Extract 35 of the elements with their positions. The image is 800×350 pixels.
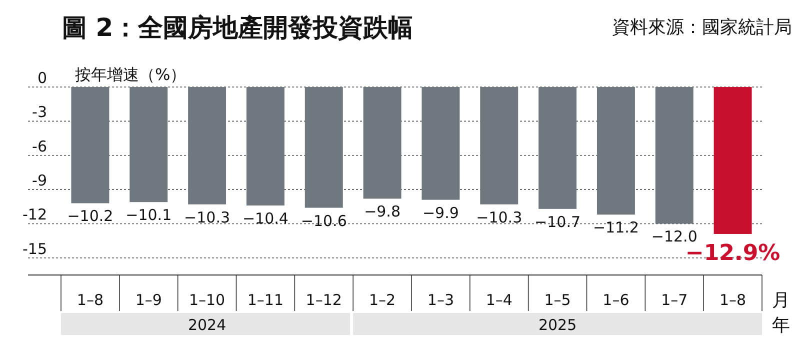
chart-title: 圖 2：全國房地產開發投資跌幅 — [62, 13, 414, 42]
x-tick-label: 1–3 — [427, 291, 454, 309]
data-label: −11.2 — [592, 218, 639, 237]
data-label: −9.9 — [422, 204, 459, 222]
y-tick-label: -9 — [32, 172, 47, 190]
data-label: −10.1 — [126, 206, 172, 224]
y-tick-label: -3 — [32, 103, 47, 122]
data-label: −10.3 — [184, 208, 230, 226]
x-tick-label: 1–8 — [76, 291, 104, 309]
x-tick-label: 1–10 — [188, 291, 226, 309]
data-label: −10.7 — [534, 212, 581, 231]
y-tick-label: -12 — [22, 206, 47, 224]
x-axis-title: 月 — [772, 290, 790, 311]
text: 年 — [772, 315, 790, 336]
data-label: −10.4 — [242, 209, 288, 228]
data-label: −9.8 — [364, 202, 401, 221]
x-tick-label: 1–12 — [306, 291, 342, 309]
y-axis-title: 按年增速（%） — [75, 65, 186, 84]
y-tick-label: -6 — [32, 137, 47, 156]
x-tick-label: 1–8 — [719, 291, 746, 309]
x-tick-label: 1–11 — [247, 291, 284, 309]
x-tick-label: 1–7 — [661, 291, 688, 309]
data-label: −10.3 — [476, 208, 522, 226]
text: 2025 — [538, 316, 577, 334]
data-label: −10.6 — [300, 212, 347, 230]
text: 2024 — [188, 316, 226, 334]
x-tick-label: 1–6 — [602, 291, 630, 309]
y-tick-label: 0 — [37, 69, 47, 87]
x-tick-label: 1–4 — [486, 291, 512, 309]
source-note: 資料來源：國家統計局 — [612, 17, 792, 38]
x-tick-label: 1–9 — [135, 291, 162, 309]
x-tick-label: 1–2 — [368, 291, 396, 309]
data-label: −10.2 — [67, 207, 114, 226]
x-tick-label: 1–5 — [544, 291, 571, 309]
y-tick-label: -15 — [22, 240, 47, 258]
